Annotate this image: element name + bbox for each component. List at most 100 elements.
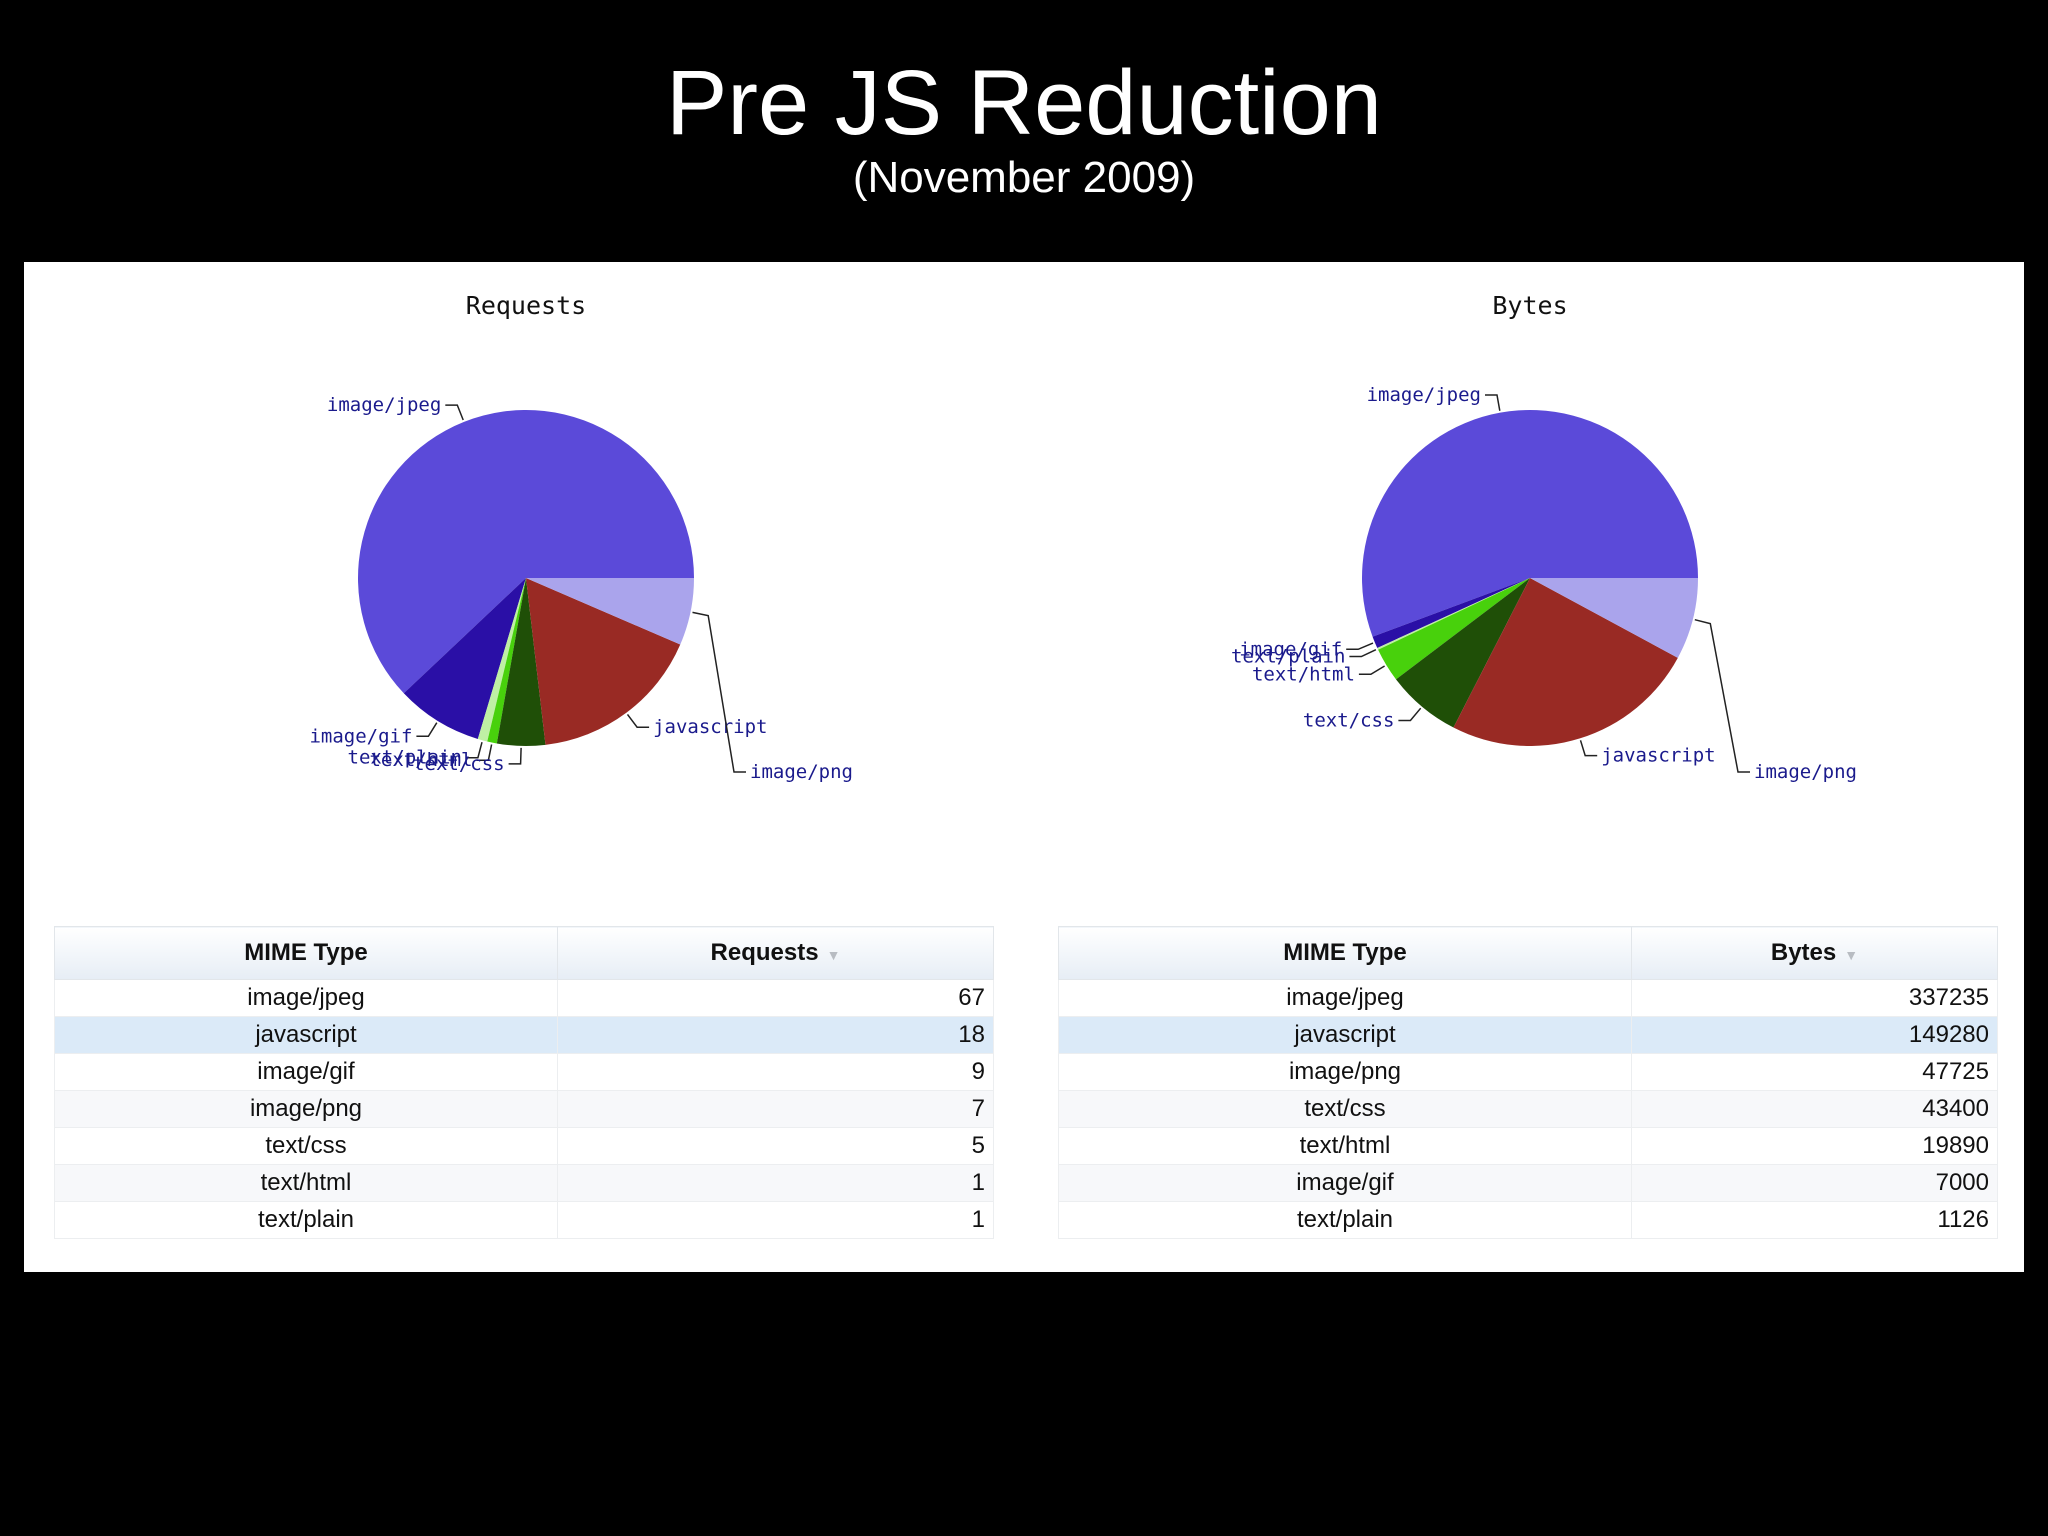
mime-type-column-header[interactable]: MIME Type [1058,926,1632,980]
label-leader-line [1485,394,1501,411]
pie-slice-image-jpeg [358,410,694,694]
value-cell: 7 [557,1090,994,1128]
bytes-column-header[interactable]: Bytes ▼ [1631,926,1998,980]
mime-type-cell: image/png [1058,1053,1632,1091]
slide-subtitle: (November 2009) [852,153,1196,202]
slice-label-image-gif: image/gif [309,725,412,747]
pie-chart-title: Bytes [1492,291,1567,320]
table-row[interactable]: text/plain 1126 [1058,1201,1998,1239]
bytes-column-label: Bytes [1770,939,1837,966]
mime-type-cell: image/gif [54,1053,558,1091]
mime-type-cell: javascript [1058,1016,1632,1054]
slice-label-text-html: text/html [1252,663,1355,685]
value-cell: 47725 [1631,1053,1998,1091]
slice-label-image-jpeg: image/jpeg [1367,384,1481,406]
label-leader-line [445,404,464,421]
value-cell: 5 [557,1127,994,1165]
table-row[interactable]: image/png 7 [54,1090,994,1128]
value-cell: 43400 [1631,1090,1998,1128]
pie-slice-image-gif [403,578,526,739]
value-cell: 1 [557,1164,994,1202]
slice-label-text-html: text/html [369,749,472,771]
label-leader-line [1398,707,1422,722]
table-row[interactable]: text/css 5 [54,1127,994,1165]
table-row[interactable]: image/jpeg 67 [54,979,994,1017]
mime-type-cell: text/html [54,1164,558,1202]
report-panel: Requests image/jpeg image/gif text/plain tex… [24,262,2024,1272]
pie-slice-text-plain [1377,578,1530,650]
table-row[interactable]: text/plain 1 [54,1201,994,1239]
mime-type-cell: image/png [54,1090,558,1128]
value-cell: 1126 [1631,1201,1998,1239]
slice-label-text-css: text/css [1303,710,1395,732]
table-row[interactable]: image/jpeg 337235 [1058,979,1998,1017]
slice-label-javascript: javascript [1601,745,1715,767]
mime-type-cell: text/css [1058,1090,1632,1128]
mime-type-cell: text/css [54,1127,558,1165]
mime-type-cell: text/html [1058,1127,1632,1165]
slice-label-text-plain: text/plain [1231,646,1345,668]
value-cell: 67 [557,979,994,1017]
slice-label-text-plain: text/plain [348,747,462,769]
pie-slice-image-png [1530,578,1698,658]
value-cell: 1 [557,1201,994,1239]
pie-slice-javascript [1453,578,1678,747]
table-row[interactable]: image/gif 7000 [1058,1164,1998,1202]
table-row[interactable]: text/html 19890 [1058,1127,1998,1165]
value-cell: 149280 [1631,1016,1998,1054]
label-leader-line [626,713,650,728]
mime-type-cell: image/jpeg [1058,979,1632,1017]
value-cell: 19890 [1631,1127,1998,1165]
bytes-table: MIME Type Bytes ▼ image/jpeg 337235 javascr… [1058,926,1998,1239]
mime-type-cell: text/plain [54,1201,558,1239]
pie-chart-title: Requests [466,291,586,320]
slice-label-text-css: text/css [413,753,505,775]
slice-label-javascript: javascript [653,716,767,738]
table-row[interactable]: javascript 149280 [1058,1016,1998,1054]
bytes-pie-chart: Bytes image/jpeg image/giftext/plaintext/h… [1231,291,1857,783]
pie-charts-canvas: Requestsimage/jpegimage/giftext/plaintex… [309,291,1857,783]
sort-descending-icon: ▼ [826,947,841,963]
table-header-row: MIME Type Bytes ▼ [1058,926,1998,980]
pie-slice-text-css [1396,578,1530,728]
table-row[interactable]: image/png 47725 [1058,1053,1998,1091]
pie-slice-image-jpeg [1362,409,1698,637]
value-cell: 18 [557,1016,994,1054]
bytes-table-body: image/jpeg 337235 javascript 149280 image/pn… [1058,979,1998,1239]
label-leader-line [1346,642,1374,651]
table-row[interactable]: text/css 43400 [1058,1090,1998,1128]
slice-label-image-png: image/png [750,761,853,783]
label-leader-line [1349,649,1377,658]
label-leader-line [1694,618,1750,773]
pie-slice-text-plain [477,578,526,742]
pie-slice-image-gif [1372,578,1530,648]
slice-label-image-gif: image/gif [1239,638,1342,660]
mime-type-cell: javascript [54,1016,558,1054]
slice-label-image-png: image/png [1754,761,1857,783]
table-row[interactable]: image/gif 9 [54,1053,994,1091]
label-leader-line [1579,740,1598,757]
pie-slice-text-css [496,578,546,746]
label-leader-line [476,744,493,761]
requests-table: MIME Type Requests ▼ image/jpeg 67 javascri… [54,926,994,1239]
table-row[interactable]: javascript 18 [54,1016,994,1054]
mime-type-cell: text/plain [1058,1201,1632,1239]
mime-type-cell: image/jpeg [54,979,558,1017]
pie-slice-text-html [1378,578,1530,680]
value-cell: 7000 [1631,1164,1998,1202]
value-cell: 337235 [1631,979,1998,1017]
label-leader-line [508,747,522,765]
requests-column-header[interactable]: Requests ▼ [557,926,994,980]
slide-title: Pre JS Reduction [666,52,1382,154]
mime-type-column-header[interactable]: MIME Type [54,926,558,980]
requests-column-label: Requests [710,939,819,966]
mime-type-cell: image/gif [1058,1164,1632,1202]
requests-table-body: image/jpeg 67 javascript 18 image/gif 9 image/… [54,979,994,1239]
label-leader-line [1358,665,1385,676]
label-leader-line [465,742,483,759]
table-header-row: MIME Type Requests ▼ [54,926,994,980]
label-leader-line [416,722,438,738]
value-cell: 9 [557,1053,994,1091]
label-leader-line [692,611,746,773]
table-row[interactable]: text/html 1 [54,1164,994,1202]
